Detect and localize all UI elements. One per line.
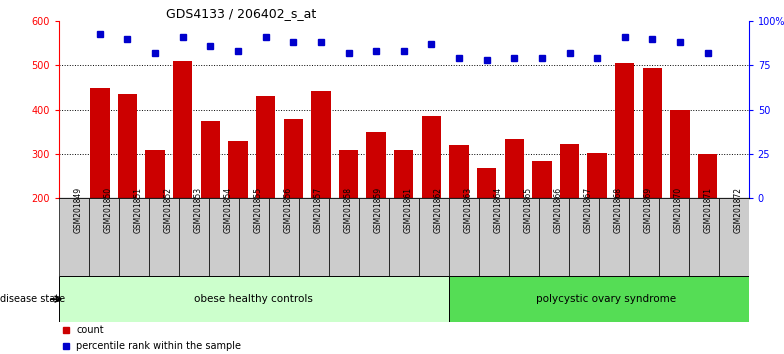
Bar: [587, 153, 607, 287]
Text: polycystic ovary syndrome: polycystic ovary syndrome: [536, 294, 677, 304]
Bar: [422, 116, 441, 287]
Text: GSM201870: GSM201870: [673, 187, 683, 233]
Bar: [568, 198, 599, 276]
Bar: [719, 198, 749, 276]
Bar: [284, 119, 303, 287]
Bar: [449, 145, 469, 287]
Text: GSM201855: GSM201855: [254, 187, 263, 233]
Bar: [269, 198, 299, 276]
Bar: [179, 198, 209, 276]
Bar: [539, 198, 568, 276]
Bar: [256, 96, 275, 287]
Bar: [173, 61, 192, 287]
Bar: [698, 154, 717, 287]
Text: disease state: disease state: [0, 294, 65, 304]
Bar: [59, 276, 448, 322]
Text: GSM201854: GSM201854: [223, 187, 233, 233]
Text: GSM201853: GSM201853: [194, 187, 203, 233]
Text: GSM201850: GSM201850: [103, 187, 113, 233]
Text: GSM201867: GSM201867: [584, 187, 593, 233]
Text: GDS4133 / 206402_s_at: GDS4133 / 206402_s_at: [165, 7, 316, 20]
Text: GSM201857: GSM201857: [314, 187, 323, 233]
Bar: [448, 276, 764, 322]
Bar: [389, 198, 419, 276]
Text: GSM201866: GSM201866: [554, 187, 563, 233]
Text: GSM201852: GSM201852: [164, 187, 172, 233]
Text: GSM201862: GSM201862: [434, 187, 443, 233]
Bar: [209, 198, 239, 276]
Text: GSM201861: GSM201861: [404, 187, 412, 233]
Text: GSM201871: GSM201871: [704, 187, 713, 233]
Bar: [532, 161, 552, 287]
Bar: [419, 198, 448, 276]
Text: GSM201864: GSM201864: [494, 187, 503, 233]
Bar: [339, 149, 358, 287]
Bar: [118, 94, 137, 287]
Bar: [359, 198, 389, 276]
Bar: [59, 198, 89, 276]
Bar: [477, 168, 496, 287]
Text: GSM201863: GSM201863: [464, 187, 473, 233]
Bar: [599, 198, 629, 276]
Text: GSM201851: GSM201851: [134, 187, 143, 233]
Bar: [201, 121, 220, 287]
Text: GSM201868: GSM201868: [614, 187, 622, 233]
Bar: [659, 198, 688, 276]
Text: GSM201872: GSM201872: [734, 187, 742, 233]
Bar: [615, 63, 634, 287]
Text: GSM201849: GSM201849: [74, 187, 83, 233]
Bar: [448, 198, 479, 276]
Text: GSM201858: GSM201858: [343, 187, 353, 233]
Bar: [328, 198, 359, 276]
Text: GSM201869: GSM201869: [644, 187, 653, 233]
Bar: [366, 132, 386, 287]
Bar: [90, 88, 110, 287]
Bar: [688, 198, 719, 276]
Text: obese healthy controls: obese healthy controls: [194, 294, 314, 304]
Bar: [228, 141, 248, 287]
Bar: [89, 198, 119, 276]
Bar: [670, 110, 690, 287]
Bar: [299, 198, 328, 276]
Bar: [311, 91, 331, 287]
Text: GSM201865: GSM201865: [524, 187, 533, 233]
Bar: [643, 68, 662, 287]
Bar: [479, 198, 509, 276]
Bar: [505, 138, 524, 287]
Bar: [145, 149, 165, 287]
Bar: [509, 198, 539, 276]
Bar: [629, 198, 659, 276]
Bar: [239, 198, 269, 276]
Text: GSM201856: GSM201856: [284, 187, 292, 233]
Text: GSM201859: GSM201859: [374, 187, 383, 233]
Bar: [119, 198, 149, 276]
Bar: [560, 144, 579, 287]
Bar: [394, 149, 413, 287]
Bar: [149, 198, 179, 276]
Text: percentile rank within the sample: percentile rank within the sample: [76, 341, 241, 351]
Text: count: count: [76, 325, 103, 335]
